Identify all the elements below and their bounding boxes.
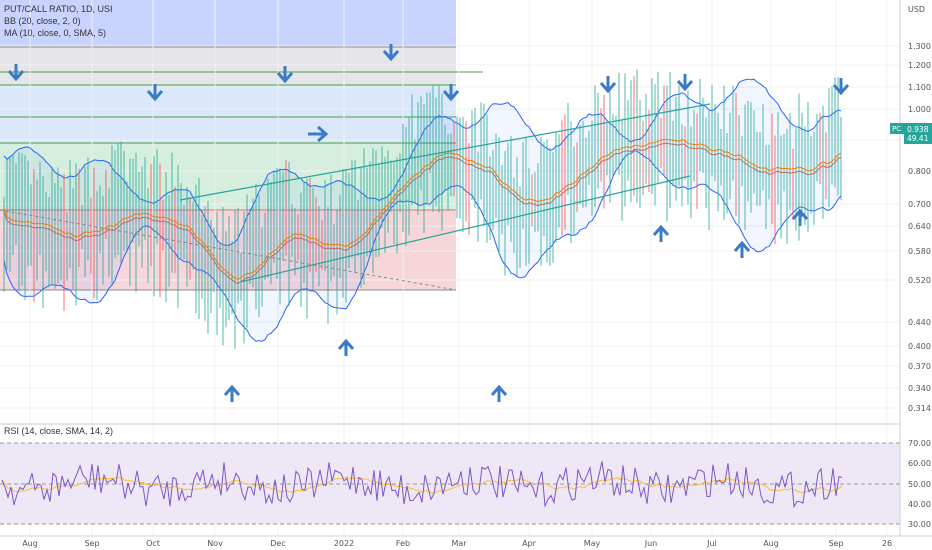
price-candles [3, 69, 842, 349]
price-tick-label: 0.314 [908, 404, 931, 413]
price-axis[interactable]: USD 1.3001.2001.1001.0000.9000.8000.7000… [890, 0, 932, 536]
rsi-tick-label: 40.00 [908, 500, 931, 509]
down-arrow-icon [146, 84, 164, 102]
price-tick-label: 1.300 [908, 42, 931, 51]
time-tick-label: Feb [396, 539, 410, 548]
up-arrow-icon [791, 208, 809, 226]
time-tick-label: Sep [84, 539, 99, 548]
time-tick-label: Dec [270, 539, 285, 548]
price-tick-label: 0.440 [908, 318, 931, 327]
bb-lower-line [3, 150, 842, 342]
price-tick-label: 1.100 [908, 83, 931, 92]
time-tick-label: 26 [882, 539, 892, 548]
down-arrow-icon [832, 78, 850, 96]
time-tick-label: Sep [828, 539, 843, 548]
down-arrow-icon [599, 76, 617, 94]
time-tick-label: May [584, 539, 601, 548]
legend: PUT/CALL RATIO, 1D, USI BB (20, close, 2… [4, 4, 113, 38]
symbol-line: PUT/CALL RATIO, 1D, USI [4, 4, 113, 14]
last-label-badge [890, 123, 904, 134]
time-tick-label: Nov [207, 539, 223, 548]
rsi-pane: RSI (14, close, SMA, 14, 2) [0, 426, 900, 525]
last-value-badge [904, 123, 932, 144]
price-tick-label: 0.520 [908, 276, 931, 285]
bb-legend: BB (20, close, 2, 0) [4, 16, 81, 26]
rsi-tick-label: 30.00 [908, 520, 931, 529]
up-arrow-icon [337, 338, 355, 356]
rsi-line [1, 461, 843, 509]
rsi-ma-line [1, 476, 843, 494]
price-tick-label: 0.370 [908, 362, 931, 371]
rsi-tick-label: 70.00 [908, 439, 931, 448]
time-tick-label: Mar [451, 539, 467, 548]
last-sub-value: 49.41 [907, 134, 929, 143]
price-tick-label: 0.580 [908, 247, 931, 256]
time-axis[interactable]: Aug Sep Oct Nov Dec 2022 Feb Mar Apr May Jun Jul Aug… [0, 535, 932, 548]
up-arrow-icon [490, 384, 508, 402]
time-tick-label: Apr [522, 539, 537, 548]
time-tick-label: Aug [22, 539, 38, 548]
price-tick-label: 0.400 [908, 342, 931, 351]
trend-lines [0, 103, 711, 291]
last-value: 0.938 [907, 125, 929, 134]
ma-legend: MA (10, close, 0, SMA, 5) [4, 28, 106, 38]
horizontal-grid [0, 45, 900, 409]
down-arrow-icon [7, 64, 25, 82]
down-arrow-icon [276, 66, 294, 84]
bb-basis-line [3, 142, 842, 285]
time-tick-label: 2022 [334, 539, 354, 548]
price-tick-label: 0.640 [908, 222, 931, 231]
bb-band-fill [4, 79, 841, 342]
ma-line [3, 138, 842, 281]
rsi-tick-label: 60.00 [908, 459, 931, 468]
price-tick-label: 0.340 [908, 384, 931, 393]
price-tick-label: 0.800 [908, 167, 931, 176]
right-arrow-icon [308, 125, 329, 143]
down-arrow-icon [382, 44, 400, 62]
price-tick-label: 0.700 [908, 200, 931, 209]
time-tick-label: Aug [763, 539, 779, 548]
rsi-legend: RSI (14, close, SMA, 14, 2) [4, 426, 113, 436]
bb-upper-line [3, 78, 842, 246]
price-tick-label: 1.000 [908, 105, 931, 114]
up-arrow-icon [652, 224, 670, 242]
time-tick-label: Jul [706, 539, 717, 548]
time-tick-label: Oct [146, 539, 160, 548]
signal-arrows [7, 44, 850, 402]
down-arrow-icon [676, 74, 694, 92]
time-tick-label: Jun [644, 539, 658, 548]
down-arrow-icon [442, 84, 460, 102]
rsi-tick-label: 50.00 [908, 480, 931, 489]
up-arrow-icon [223, 384, 241, 402]
currency-label: USD [908, 5, 925, 14]
up-arrow-icon [733, 240, 751, 258]
price-tick-label: 1.200 [908, 61, 931, 70]
last-label: PC [892, 125, 901, 133]
